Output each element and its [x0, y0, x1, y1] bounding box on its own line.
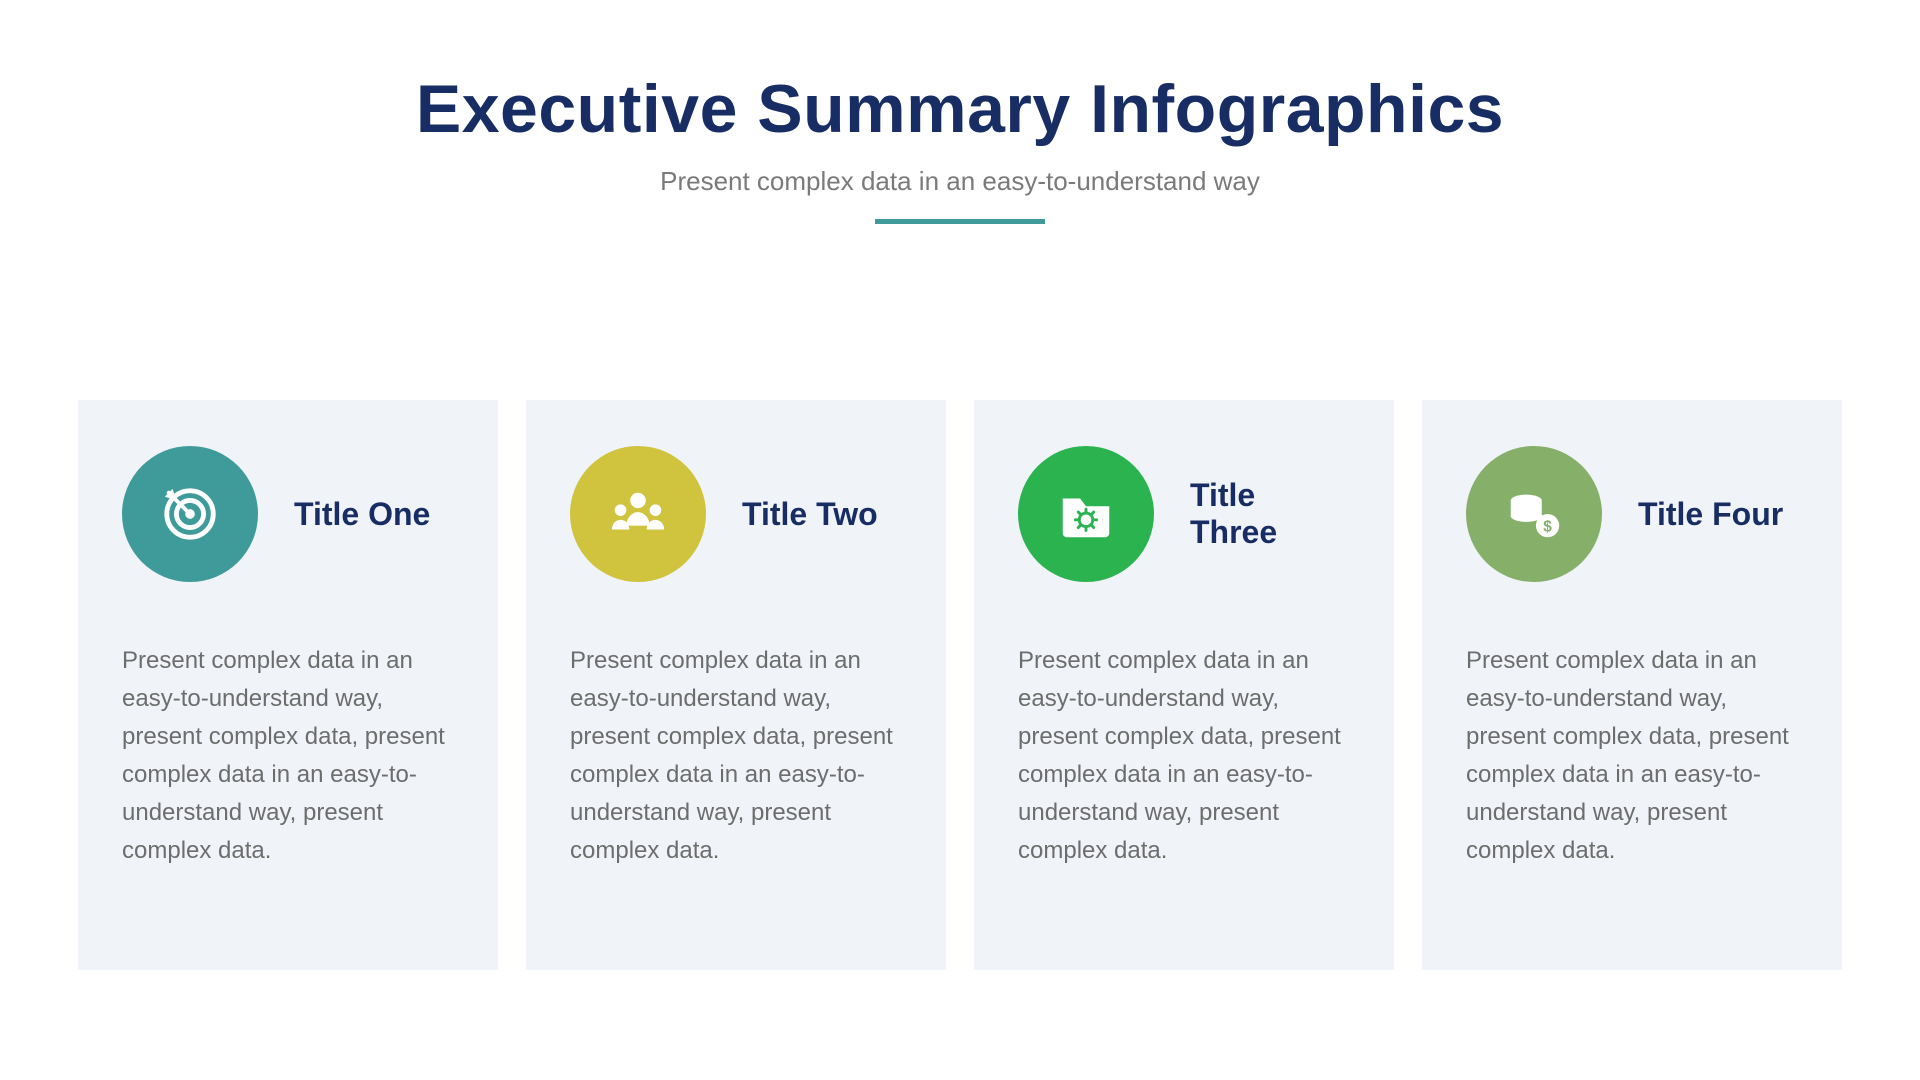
page-title: Executive Summary Infographics — [0, 70, 1920, 148]
card-head: Title Three — [1018, 446, 1350, 582]
summary-card: Title Three Present complex data in an e… — [974, 400, 1394, 970]
summary-card: $ Title Four Present complex data in an … — [1422, 400, 1842, 970]
card-title: Title Three — [1190, 477, 1350, 551]
people-icon — [570, 446, 706, 582]
card-title: Title Two — [742, 496, 878, 533]
title-underline — [875, 219, 1045, 224]
target-icon — [122, 446, 258, 582]
card-body: Present complex data in an easy-to-under… — [1018, 642, 1350, 869]
svg-text:$: $ — [1543, 518, 1552, 535]
summary-card: Title One Present complex data in an eas… — [78, 400, 498, 970]
card-title: Title One — [294, 496, 430, 533]
card-head: Title One — [122, 446, 454, 582]
card-head: $ Title Four — [1466, 446, 1798, 582]
slide: Executive Summary Infographics Present c… — [0, 0, 1920, 1080]
card-body: Present complex data in an easy-to-under… — [1466, 642, 1798, 869]
card-head: Title Two — [570, 446, 902, 582]
header: Executive Summary Infographics Present c… — [0, 70, 1920, 224]
page-subtitle: Present complex data in an easy-to-under… — [0, 166, 1920, 197]
card-body: Present complex data in an easy-to-under… — [570, 642, 902, 869]
summary-card: Title Two Present complex data in an eas… — [526, 400, 946, 970]
folder-gear-icon — [1018, 446, 1154, 582]
card-row: Title One Present complex data in an eas… — [78, 400, 1842, 970]
card-body: Present complex data in an easy-to-under… — [122, 642, 454, 869]
coins-icon: $ — [1466, 446, 1602, 582]
card-title: Title Four — [1638, 496, 1783, 533]
